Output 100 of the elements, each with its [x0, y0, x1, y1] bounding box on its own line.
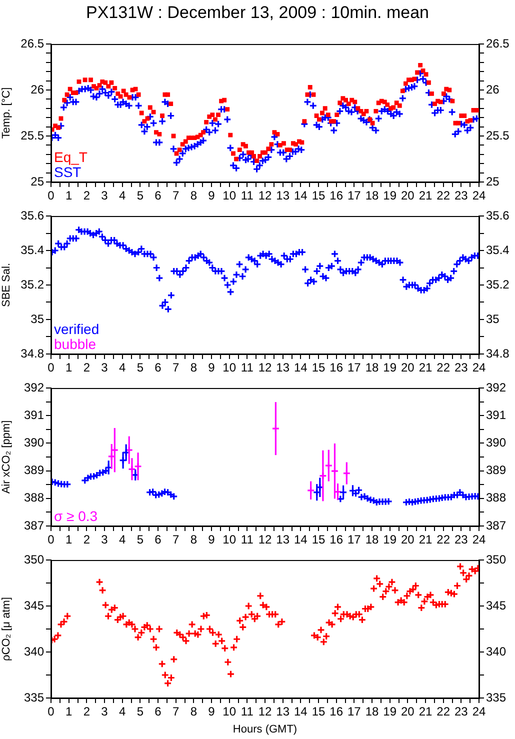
x-tick-label: 21: [418, 704, 432, 719]
x-tick-label: 9: [208, 360, 216, 375]
x-tick-label: 1: [65, 188, 72, 203]
x-tick-label: 5: [136, 532, 144, 547]
x-tick-label: 19: [383, 360, 397, 375]
x-tick-label: 24: [472, 188, 486, 203]
x-tick-label: 23: [454, 704, 468, 719]
y2-tick-label: 387: [486, 518, 506, 532]
x-tick-label: 14: [294, 704, 308, 719]
x-tick-label: 18: [365, 532, 379, 547]
x-tick-label: 18: [365, 188, 379, 203]
y-axis-title: Temp. [°C]: [0, 87, 13, 139]
x-tick-label: 7: [172, 360, 180, 375]
y2-tick-label: 34.8: [486, 346, 510, 360]
y2-tick-label: 345: [486, 598, 506, 612]
x-tick-label: 3: [101, 360, 108, 375]
x-tick-label: 5: [136, 704, 144, 719]
y-tick-label: 34.8: [20, 346, 44, 360]
x-tick-label: 0: [48, 704, 55, 719]
y2-tick-label: 391: [486, 408, 506, 422]
x-tick-label: 20: [400, 360, 415, 375]
x-tick-label: 8: [190, 188, 198, 203]
y2-tick-label: 350: [486, 552, 506, 566]
x-tick-label: 6: [154, 704, 162, 719]
x-tick-label: 24: [472, 360, 486, 375]
y-tick-label: 350: [24, 552, 44, 566]
y-tick-label: 25.5: [20, 128, 44, 142]
y2-tick-label: 26: [486, 82, 500, 96]
x-tick-label: 16: [330, 532, 344, 547]
x-tick-label: 3: [101, 704, 108, 719]
x-tick-label: 11: [240, 532, 254, 547]
x-tick-label: 21: [418, 532, 432, 547]
x-tick-label: 7: [172, 532, 180, 547]
y2-tick-label: 25: [486, 174, 500, 188]
x-tick-label: 9: [208, 704, 216, 719]
x-tick-label: 9: [208, 532, 216, 547]
x-tick-label: 23: [454, 532, 468, 547]
x-tick-label: 11: [240, 360, 254, 375]
x-tick-label: 8: [190, 704, 198, 719]
y-tick-label: 345: [24, 598, 44, 612]
x-tick-label: 2: [83, 532, 90, 547]
x-tick-label: 10: [222, 188, 236, 203]
x-tick-label: 17: [347, 188, 362, 203]
x-tick-label: 15: [312, 532, 326, 547]
x-tick-label: 10: [222, 360, 236, 375]
x-tick-label: 10: [222, 532, 236, 547]
y-tick-label: 388: [24, 490, 44, 505]
x-tick-label: 19: [383, 532, 397, 547]
x-tick-label: 13: [276, 360, 290, 375]
x-tick-label: 11: [240, 704, 254, 719]
chart-title: PX131W : December 13, 2009 : 10min. mean: [84, 2, 430, 24]
y2-tick-label: 388: [486, 490, 506, 505]
x-tick-label: 1: [65, 532, 72, 547]
x-tick-label: 22: [436, 532, 450, 547]
x-tick-label: 19: [383, 704, 397, 719]
x-tick-label: 18: [365, 360, 379, 375]
x-tick-label: 22: [436, 188, 450, 203]
y2-tick-label: 35.6: [486, 208, 510, 222]
x-tick-label: 15: [312, 704, 326, 719]
x-tick-label: 2: [83, 360, 90, 375]
x-tick-label: 23: [454, 360, 468, 375]
series-label: SST: [54, 164, 82, 180]
x-tick-label: 15: [312, 360, 326, 375]
x-tick-label: 12: [258, 360, 272, 375]
y-tick-label: 390: [24, 436, 44, 450]
y2-tick-label: 392: [486, 380, 506, 394]
x-tick-label: 13: [276, 704, 290, 719]
y-axis-title: SBE Sal.: [0, 262, 13, 308]
y2-tick-label: 389: [486, 463, 506, 478]
x-tick-label: 14: [294, 532, 308, 547]
y-tick-label: 25: [30, 174, 44, 188]
y-tick-label: 389: [24, 463, 44, 478]
x-tick-label: 20: [400, 188, 415, 203]
y-tick-label: 340: [24, 644, 44, 658]
x-tick-label: 2: [83, 188, 90, 203]
x-tick-label: 12: [258, 532, 272, 547]
x-tick-label: 17: [347, 532, 362, 547]
x-tick-label: 14: [294, 360, 308, 375]
x-tick-label: 7: [172, 704, 180, 719]
x-tick-label: 12: [258, 704, 272, 719]
x-tick-label: 1: [65, 704, 72, 719]
x-tick-label: 24: [472, 704, 486, 719]
y-tick-label: 26: [30, 82, 44, 96]
x-tick-label: 4: [118, 704, 126, 719]
y2-tick-label: 26.5: [486, 36, 510, 50]
y-tick-label: 387: [24, 518, 44, 532]
y2-tick-label: 25.5: [486, 128, 510, 142]
x-tick-label: 13: [276, 188, 290, 203]
x-tick-label: 16: [330, 704, 344, 719]
x-tick-label: 16: [330, 188, 344, 203]
x-tick-label: 8: [190, 532, 198, 547]
x-tick-label: 20: [400, 532, 415, 547]
x-tick-label: 5: [136, 360, 144, 375]
x-tick-label: 15: [312, 188, 326, 203]
legend-label: bubble: [54, 336, 96, 352]
x-tick-label: 17: [347, 704, 362, 719]
x-tick-label: 22: [436, 704, 450, 719]
x-tick-label: 6: [154, 360, 162, 375]
x-tick-label: 3: [101, 532, 108, 547]
x-tick-label: 9: [208, 188, 216, 203]
